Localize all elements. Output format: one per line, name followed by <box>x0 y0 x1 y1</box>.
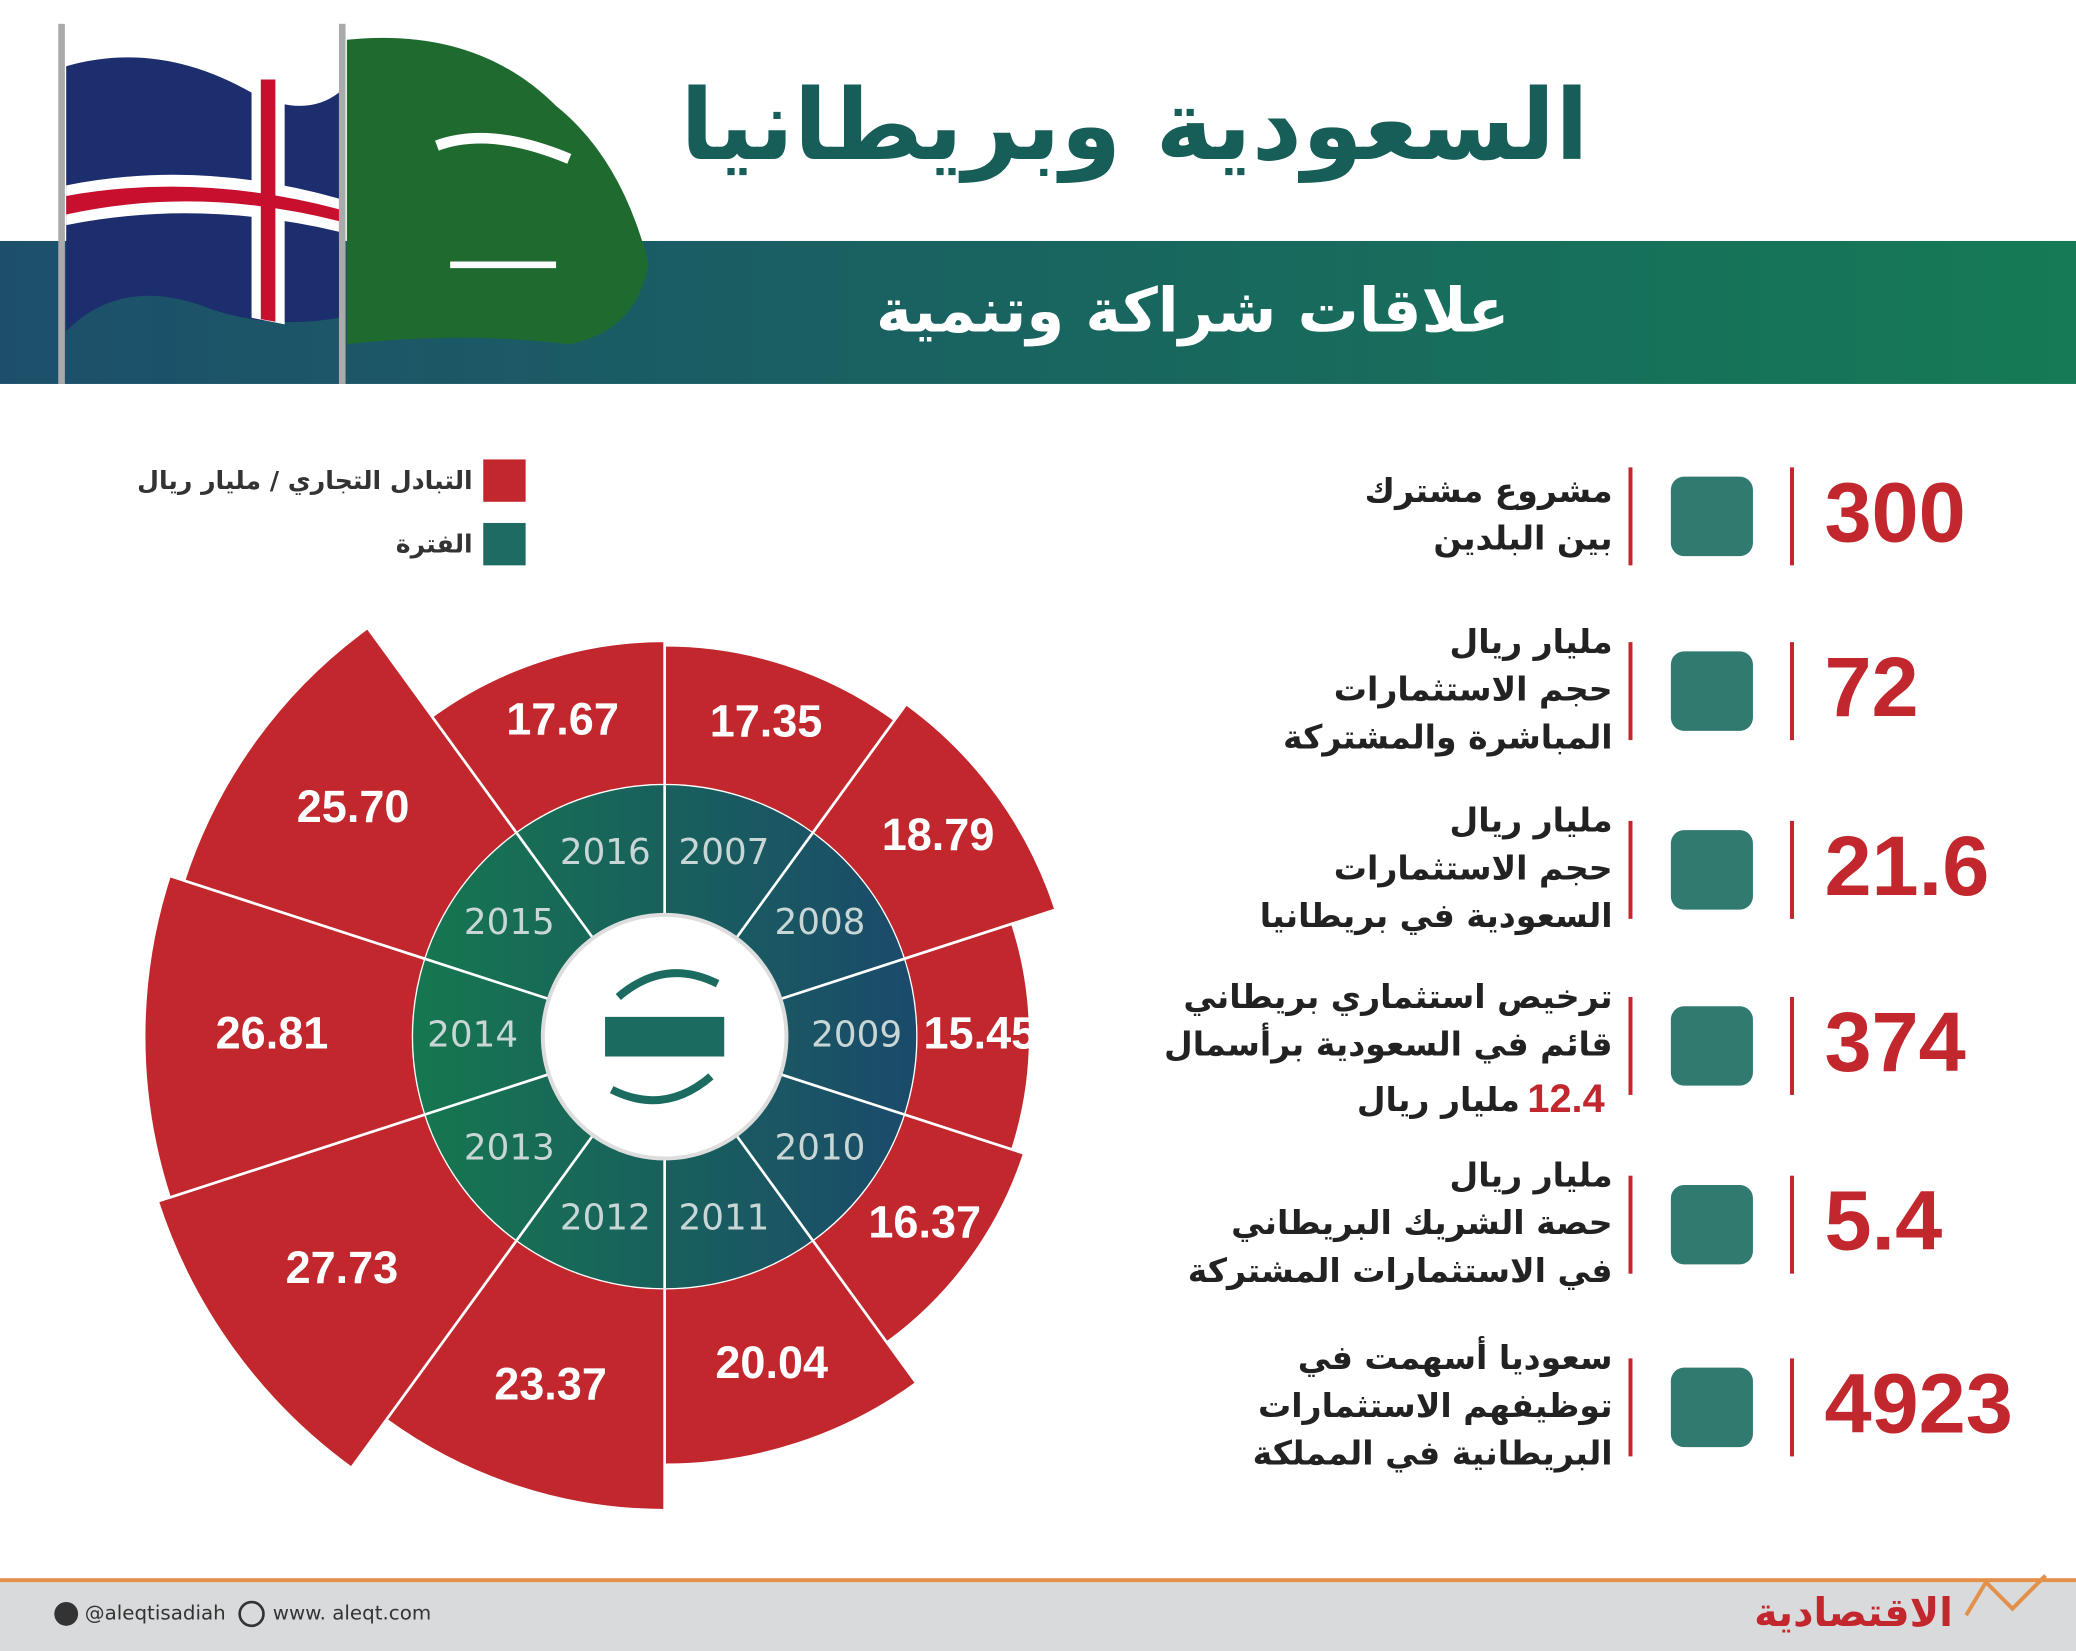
ring-divider <box>515 1134 595 1241</box>
stat-text: مليار ريال <box>1450 801 1613 840</box>
stat-text: حجم الاستثمارات <box>1334 848 1613 887</box>
stat-text: البريطانية في المملكة <box>1253 1434 1613 1474</box>
logo-mark <box>1964 1574 2047 1617</box>
web-icon <box>238 1600 265 1628</box>
footer-bar <box>0 1582 2076 1651</box>
icon <box>1670 476 1753 557</box>
legend-label: التبادل التجاري / مليار ريال <box>137 466 473 496</box>
divider <box>1628 820 1633 919</box>
twitter: @aleqtisadiah <box>85 1601 226 1624</box>
divider <box>1790 996 1794 1095</box>
subtitle: علاقات شراكة وتنمية <box>876 276 1509 347</box>
year-label: 2014 <box>427 1015 518 1056</box>
ring-divider <box>780 957 905 1001</box>
value-label: 25.70 <box>297 781 410 832</box>
header-band <box>0 240 2076 384</box>
rose-sector <box>142 874 428 1200</box>
website: www. aleqt.com <box>273 1601 431 1624</box>
stat-number: 4923 <box>1824 1355 2012 1450</box>
divider <box>1790 467 1794 566</box>
icon <box>1670 830 1753 910</box>
year-label: 2012 <box>560 1197 651 1238</box>
year-label: 2007 <box>678 832 769 873</box>
value-label: 17.35 <box>710 695 823 746</box>
value-label: 23.37 <box>494 1359 607 1410</box>
divider <box>1790 642 1794 741</box>
stat-text: توظيفهم الاستثمارات <box>1258 1386 1613 1426</box>
year-label: 2016 <box>560 832 651 873</box>
ring-divider <box>515 832 595 939</box>
stat-number: 21.6 <box>1824 818 1989 913</box>
value-label: 20.04 <box>715 1337 828 1388</box>
stat-capital-unit: مليار ريال <box>1357 1080 1520 1119</box>
year-label: 2011 <box>678 1197 769 1238</box>
logo: الاقتصادية <box>1754 1590 1953 1636</box>
divider <box>1790 1175 1794 1274</box>
ring-divider <box>424 1073 550 1116</box>
title: السعودية وبريطانيا <box>680 69 1589 184</box>
stat-text: حجم الاستثمارات <box>1334 670 1613 709</box>
stat-text: سعوديا أسهمت في <box>1298 1336 1613 1378</box>
icon <box>1670 1006 1753 1086</box>
stat-text: مشروع مشترك <box>1365 471 1613 511</box>
stat-text: في الاستثمارات المشتركة <box>1188 1251 1613 1291</box>
stat-capital: 12.4 <box>1527 1077 1604 1121</box>
divider <box>1628 642 1633 741</box>
stat-number: 300 <box>1824 464 1965 559</box>
stat-text: مليار ريال <box>1450 1156 1613 1195</box>
icon <box>1670 1367 1753 1448</box>
year-label: 2009 <box>811 1015 902 1056</box>
year-label: 2010 <box>774 1128 865 1169</box>
value-label: 15.45 <box>924 1008 1037 1059</box>
divider <box>1628 467 1633 566</box>
icon <box>1670 651 1753 731</box>
legend-swatch <box>483 522 526 566</box>
value-label: 16.37 <box>868 1197 981 1248</box>
stat-text: حصة الشريك البريطاني <box>1231 1203 1613 1243</box>
stat-number: 72 <box>1824 639 1918 734</box>
value-label: 26.81 <box>216 1008 329 1059</box>
ring-divider <box>735 1134 814 1241</box>
ring-divider <box>424 957 550 1001</box>
stat-number: 374 <box>1824 994 1965 1089</box>
legend-swatch <box>483 459 526 502</box>
handshake-icon <box>605 1016 725 1057</box>
divider <box>1628 1358 1633 1457</box>
legend-label: الفترة <box>396 529 473 559</box>
arrows-icon <box>609 969 720 1105</box>
divider <box>1628 1175 1633 1274</box>
stat-number: 5.4 <box>1824 1173 1942 1268</box>
stat-text: المباشرة والمشتركة <box>1283 717 1613 757</box>
divider <box>1790 820 1794 919</box>
stat-text: قائم في السعودية برأسمال <box>1164 1022 1613 1064</box>
year-label: 2015 <box>464 902 555 943</box>
ring-divider <box>735 832 814 939</box>
year-label: 2008 <box>774 902 865 943</box>
stat-text: مليار ريال <box>1450 622 1613 661</box>
divider <box>1628 996 1633 1095</box>
ring-divider <box>780 1073 905 1116</box>
value-label: 17.67 <box>506 693 619 744</box>
stat-text: السعودية في بريطانيا <box>1260 896 1613 936</box>
twitter-icon <box>54 1602 79 1626</box>
flags <box>58 23 649 384</box>
stat-text: ترخيص استثماري بريطاني <box>1183 977 1612 1017</box>
footer-line <box>0 1578 2076 1583</box>
value-label: 27.73 <box>286 1242 399 1293</box>
icon <box>1670 1184 1753 1265</box>
stat-text: بين البلدين <box>1433 519 1612 559</box>
value-label: 18.79 <box>882 809 995 860</box>
year-label: 2013 <box>464 1128 555 1169</box>
divider <box>1790 1358 1794 1457</box>
